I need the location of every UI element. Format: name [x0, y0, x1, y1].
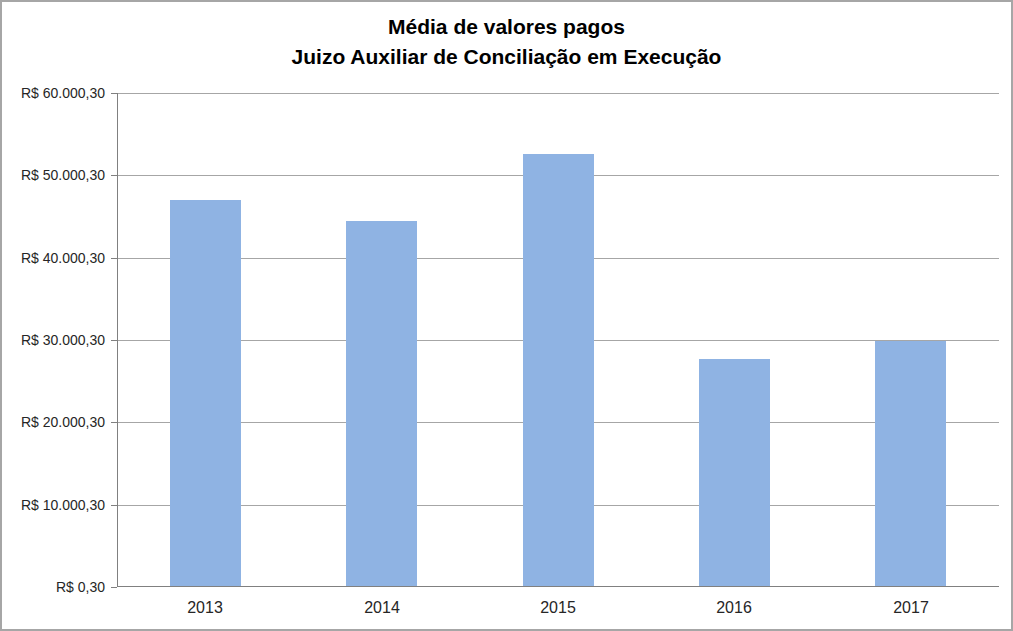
x-category-label-2014: 2014 — [294, 598, 470, 618]
x-category-label-2017: 2017 — [823, 598, 999, 618]
bar-2013 — [170, 200, 241, 586]
x-category-label-2016: 2016 — [646, 598, 822, 618]
x-axis-line — [117, 586, 999, 587]
y-tick-mark — [111, 93, 117, 94]
bar-2017 — [875, 341, 946, 586]
y-tick-mark — [111, 258, 117, 259]
y-tick-label: R$ 10.000,30 — [21, 497, 105, 514]
x-category-label-2013: 2013 — [117, 598, 293, 618]
chart-title-line2: Juizo Auxiliar de Conciliação em Execuçã… — [2, 42, 1011, 72]
y-tick-mark — [111, 340, 117, 341]
gridline — [118, 93, 999, 94]
y-tick-label: R$ 0,30 — [56, 579, 105, 596]
y-tick-label: R$ 30.000,30 — [21, 332, 105, 349]
y-tick-mark — [111, 587, 117, 588]
bar-2014 — [346, 221, 417, 586]
y-tick-label: R$ 50.000,30 — [21, 167, 105, 184]
bar-2016 — [699, 359, 770, 586]
y-tick-label: R$ 20.000,30 — [21, 414, 105, 431]
y-axis-labels: R$ 60.000,30R$ 50.000,30R$ 40.000,30R$ 3… — [2, 93, 105, 587]
y-tick-mark — [111, 505, 117, 506]
chart-container: Média de valores pagos Juizo Auxiliar de… — [0, 0, 1013, 631]
bar-2015 — [523, 154, 594, 586]
x-axis-labels: 20132014201520162017 — [117, 598, 999, 620]
y-tick-label: R$ 40.000,30 — [21, 250, 105, 267]
x-category-label-2015: 2015 — [470, 598, 646, 618]
plot-area — [117, 93, 999, 587]
chart-title-line1: Média de valores pagos — [2, 12, 1011, 42]
chart-title: Média de valores pagos Juizo Auxiliar de… — [2, 12, 1011, 72]
y-tick-mark — [111, 422, 117, 423]
y-tick-label: R$ 60.000,30 — [21, 85, 105, 102]
y-tick-mark — [111, 175, 117, 176]
